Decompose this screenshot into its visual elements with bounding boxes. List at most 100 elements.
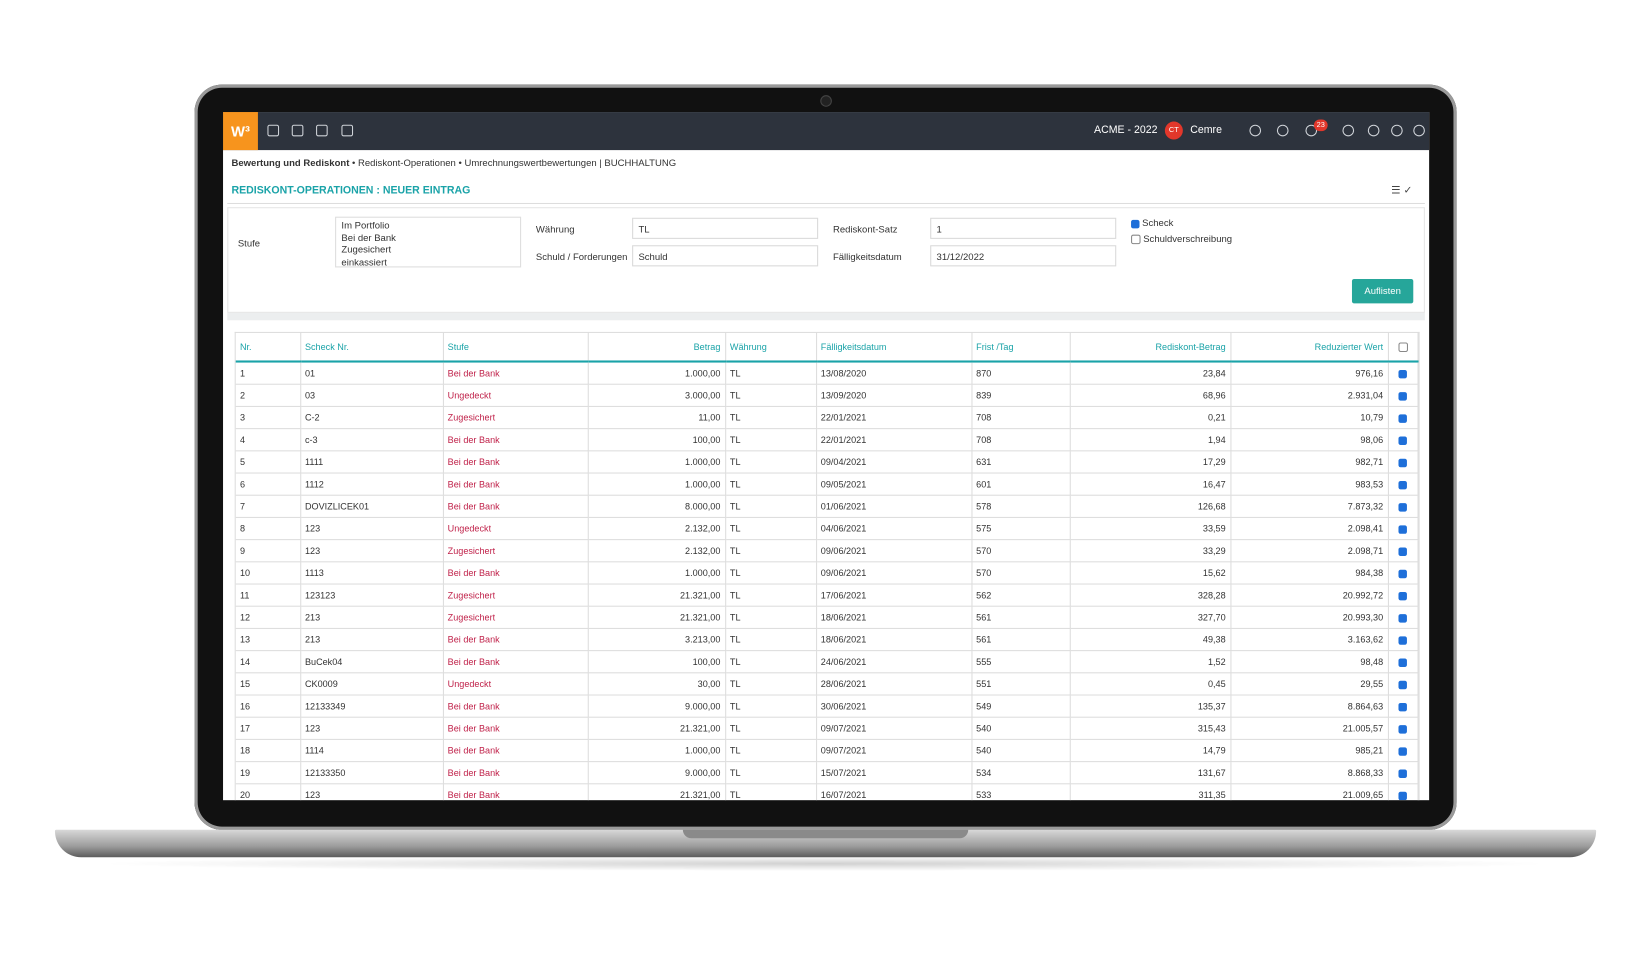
row-checkbox[interactable] — [1387, 606, 1419, 629]
column-header[interactable]: Frist /Tag — [971, 332, 1071, 363]
cell: DOVIZLICEK01 — [300, 495, 444, 518]
table-row[interactable]: 15 CK0009 Ungedeckt 30,00 TL 28/06/2021 551 0,4… — [235, 672, 1419, 696]
table-row[interactable]: 10 1113 Bei der Bank 1.000,00 TL 09/06/2021 57… — [235, 561, 1419, 585]
row-checkbox[interactable] — [1387, 650, 1419, 674]
avatar[interactable]: CT — [1164, 121, 1183, 140]
row-checkbox[interactable] — [1387, 517, 1419, 541]
cell: 1.000,00 — [587, 473, 726, 496]
satz-input[interactable]: 1 — [930, 217, 1117, 239]
cell: 540 — [971, 739, 1071, 763]
column-header[interactable]: Betrag — [587, 332, 726, 363]
row-checkbox[interactable] — [1387, 428, 1419, 452]
row-checkbox[interactable] — [1387, 561, 1419, 585]
share-icon[interactable] — [1276, 124, 1289, 137]
settings-icon[interactable] — [1413, 124, 1425, 137]
column-header[interactable]: Fälligkeitsdatum — [816, 332, 972, 363]
company[interactable]: ACME - 2022 — [1094, 124, 1158, 137]
table-row[interactable]: 14 BuCek04 Bei der Bank 100,00 TL 24/06/2021 5… — [235, 650, 1419, 674]
row-checkbox[interactable] — [1387, 739, 1419, 763]
support-icon[interactable] — [1249, 124, 1262, 137]
chat-icon[interactable] — [1342, 124, 1355, 137]
table-row[interactable]: 8 123 Ungedeckt 2.132,00 TL 04/06/2021 575 33,5… — [235, 517, 1419, 541]
table-row[interactable]: 17 123 Bei der Bank 21.321,00 TL 09/07/2021 54… — [235, 717, 1419, 740]
cell: 15,62 — [1069, 561, 1231, 585]
column-header[interactable]: Währung — [725, 332, 817, 363]
row-checkbox[interactable] — [1387, 584, 1419, 607]
option[interactable]: einkassiert — [341, 256, 387, 267]
user-name[interactable]: Cemre — [1190, 124, 1222, 137]
datum-input[interactable]: 31/12/2022 — [930, 245, 1117, 267]
cell: Bei der Bank — [442, 761, 589, 785]
column-header[interactable]: Reduzierter Wert — [1230, 332, 1389, 363]
column-header[interactable]: Stufe — [442, 332, 589, 363]
cell: 12133350 — [300, 761, 444, 785]
cell: TL — [725, 783, 817, 801]
schuld-select[interactable]: Schuld — [632, 245, 819, 267]
crumb[interactable]: Rediskont-Operationen — [357, 157, 456, 169]
list-icon[interactable]: ☰ ✓ — [1391, 184, 1413, 197]
checkbox-label[interactable]: Schuldverschreibung — [1143, 233, 1233, 245]
row-checkbox[interactable] — [1387, 361, 1419, 385]
row-checkbox[interactable] — [1387, 672, 1419, 696]
table-row[interactable]: 16 12133349 Bei der Bank 9.000,00 TL 30/06/20… — [235, 695, 1419, 718]
column-header[interactable]: Nr. — [235, 332, 301, 363]
stufe-listbox[interactable]: Im Portfolio Bei der Bank Zugesichert ei… — [335, 216, 522, 268]
page-title: REDISKONT-OPERATIONEN : NEUER EINTRAG — [231, 184, 471, 197]
help-icon[interactable] — [1391, 124, 1403, 137]
table-row[interactable]: 19 12133350 Bei der Bank 9.000,00 TL 15/07/20… — [235, 761, 1419, 785]
row-checkbox[interactable] — [1387, 761, 1419, 785]
table-row[interactable]: 11 123123 Zugesichert 21.321,00 TL 17/06/2021… — [235, 584, 1419, 607]
row-checkbox[interactable] — [1387, 450, 1419, 474]
table-row[interactable]: 18 1114 Bei der Bank 1.000,00 TL 09/07/2021 54… — [235, 739, 1419, 763]
table-row[interactable]: 2 03 Ungedeckt 3.000,00 TL 13/09/2020 839 68,96… — [235, 384, 1419, 407]
checkbox-scheck[interactable]: Scheck — [1131, 217, 1174, 229]
row-checkbox[interactable] — [1387, 384, 1419, 407]
row-checkbox[interactable] — [1387, 628, 1419, 652]
cup-icon[interactable] — [291, 124, 304, 137]
bell-icon[interactable] — [1367, 124, 1380, 137]
row-checkbox[interactable] — [1387, 717, 1419, 740]
option[interactable]: Bei der Bank — [341, 232, 396, 243]
row-checkbox[interactable] — [1387, 406, 1419, 430]
table-row[interactable]: 1 01 Bei der Bank 1.000,00 TL 13/08/2020 870 23… — [235, 361, 1419, 385]
cell: 2.098,41 — [1230, 517, 1389, 541]
table-row[interactable]: 12 213 Zugesichert 21.321,00 TL 18/06/2021 561… — [235, 606, 1419, 629]
table-row[interactable]: 5 1111 Bei der Bank 1.000,00 TL 09/04/2021 631… — [235, 450, 1419, 474]
waehrung-select[interactable]: TL — [632, 217, 819, 239]
cell: 8.000,00 — [587, 495, 726, 518]
select-all[interactable] — [1387, 332, 1419, 363]
chart-icon[interactable] — [316, 124, 328, 137]
table-row[interactable]: 6 1112 Bei der Bank 1.000,00 TL 09/05/2021 601… — [235, 473, 1419, 496]
option[interactable]: Im Portfolio — [341, 219, 390, 231]
cell: 3.163,62 — [1230, 628, 1389, 652]
row-checkbox[interactable] — [1387, 473, 1419, 496]
table-row[interactable]: 7 DOVIZLICEK01 Bei der Bank 8.000,00 TL 01/06… — [235, 495, 1419, 518]
row-checkbox[interactable] — [1387, 783, 1419, 801]
row-checkbox[interactable] — [1387, 695, 1419, 718]
row-checkbox[interactable] — [1387, 495, 1419, 518]
option[interactable]: Zugesichert — [341, 244, 392, 255]
crumb[interactable]: Umrechnungswertbewertungen | BUCHHALTUNG — [464, 157, 677, 169]
column-header[interactable]: Rediskont-Betrag — [1069, 332, 1231, 363]
table-row[interactable]: 13 213 Bei der Bank 3.213,00 TL 18/06/2021 561… — [235, 628, 1419, 652]
column-header[interactable]: Scheck Nr. — [300, 332, 444, 363]
calendar-icon[interactable] — [341, 124, 354, 137]
crumb[interactable]: Bewertung und Rediskont — [231, 157, 350, 169]
cell: 870 — [971, 361, 1071, 385]
cell: 19 — [235, 761, 301, 785]
cell: 135,37 — [1069, 695, 1231, 718]
table-row[interactable]: 4 c-3 Bei der Bank 100,00 TL 22/01/2021 708 1,9… — [235, 428, 1419, 452]
table-row[interactable]: 9 123 Zugesichert 2.132,00 TL 09/06/2021 570 33… — [235, 539, 1419, 563]
cell: 0,45 — [1069, 672, 1231, 696]
logo[interactable]: W³ — [223, 112, 258, 151]
cell: 123 — [300, 539, 444, 563]
row-checkbox[interactable] — [1387, 539, 1419, 563]
button[interactable]: Auflisten — [1351, 279, 1414, 304]
table-row[interactable]: 20 123 Bei der Bank 21.321,00 TL 16/07/2021 53… — [235, 783, 1419, 801]
checkbox-schuld[interactable]: Schuldverschreibung — [1131, 234, 1232, 245]
checkbox-label[interactable]: Scheck — [1142, 217, 1174, 229]
table-row[interactable]: 3 C-2 Zugesichert 11,00 TL 22/01/2021 708 0,21 1… — [235, 406, 1419, 430]
cell: Bei der Bank — [442, 695, 589, 718]
divider — [227, 202, 1425, 205]
home-icon[interactable] — [267, 124, 280, 137]
